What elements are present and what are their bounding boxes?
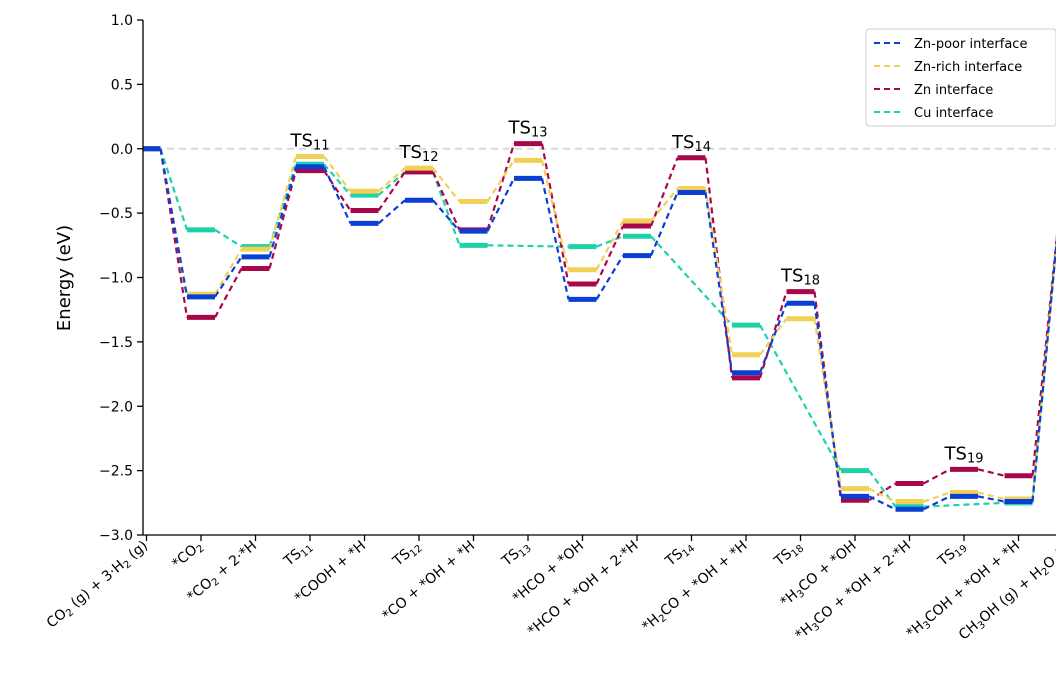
- connector-cu-interface: [596, 235, 624, 248]
- connector-zn-poor-interface: [214, 256, 243, 298]
- connector-cu-interface: [377, 171, 406, 196]
- connector-cu-interface: [650, 235, 733, 326]
- connector-zn-poor-interface: [868, 495, 896, 511]
- series-zn-rich-interface: [143, 146, 1056, 505]
- y-tick-label: −3.0: [99, 528, 133, 544]
- ts-annotation: TS19: [944, 443, 984, 466]
- connector-zn-interface: [922, 468, 951, 485]
- connector-cu-interface: [159, 148, 189, 231]
- legend-entry: Zn-poor interface: [914, 37, 1027, 52]
- connector-zn-poor-interface: [595, 255, 624, 300]
- connector-zn-interface: [323, 170, 352, 212]
- connector-zn-interface: [977, 468, 1005, 477]
- y-axis-label: Energy (eV): [54, 225, 75, 331]
- series-layer: [143, 141, 1056, 512]
- connector-zn-poor-interface: [923, 495, 951, 511]
- connector-zn-rich-interface: [323, 155, 352, 192]
- connector-zn-interface: [649, 157, 679, 227]
- connector-zn-rich-interface: [486, 159, 515, 203]
- connector-zn-poor-interface: [540, 178, 570, 300]
- connector-zn-rich-interface: [923, 491, 951, 503]
- x-tick-label: CO2 (g) + 3·H2 (g): [44, 538, 152, 633]
- ts-label-layer: TS11 TS12 TS13 TS14 TS18 TS19: [290, 118, 984, 467]
- connector-zn-poor-interface: [432, 199, 461, 232]
- connector-cu-interface: [923, 501, 1005, 508]
- x-tick-label: TS14: [662, 538, 697, 571]
- connector-zn-poor-interface: [159, 148, 189, 298]
- ts-annotation: TS11: [290, 130, 330, 153]
- connector-zn-poor-interface: [813, 303, 843, 497]
- series-zn-interface: [143, 141, 1056, 503]
- ts-annotation: TS18: [780, 266, 820, 289]
- connector-zn-poor-interface: [377, 199, 406, 225]
- connector-zn-rich-interface: [977, 491, 1005, 501]
- x-tick-label: TS11: [280, 538, 315, 571]
- connector-zn-interface: [431, 171, 461, 231]
- connector-zn-interface: [595, 225, 625, 285]
- legend-entry: Zn interface: [914, 83, 993, 98]
- legend-entry: Zn-rich interface: [914, 60, 1022, 75]
- connector-zn-rich-interface: [813, 318, 843, 489]
- y-tick-label: −0.5: [99, 206, 133, 222]
- connector-zn-poor-interface: [1031, 236, 1056, 502]
- legend-entry: Cu interface: [914, 106, 993, 121]
- y-tick-label: 0.0: [111, 142, 133, 158]
- y-tick-label: 0.5: [111, 77, 133, 93]
- connector-cu-interface: [868, 469, 897, 508]
- connector-zn-rich-interface: [704, 188, 734, 355]
- connector-zn-rich-interface: [650, 187, 679, 222]
- ts-annotation: TS12: [399, 142, 439, 165]
- x-tick-label: *CO + *OH + *H: [380, 538, 478, 624]
- x-tick-label: TS19: [934, 538, 969, 571]
- x-tick-label: *CO2: [169, 538, 206, 573]
- x-tick-label: TS18: [771, 538, 806, 571]
- series-zn-poor-interface: [143, 146, 1056, 512]
- connector-zn-interface: [268, 170, 298, 269]
- y-tick-label: 1.0: [111, 13, 133, 29]
- y-tick-label: −1.0: [99, 271, 133, 287]
- connector-zn-rich-interface: [377, 167, 406, 193]
- legend-box: [865, 28, 1056, 127]
- connector-cu-interface: [323, 163, 352, 196]
- connector-zn-poor-interface: [977, 495, 1005, 503]
- connector-cu-interface: [214, 228, 243, 248]
- connector-zn-rich-interface: [868, 487, 896, 503]
- connector-zn-poor-interface: [649, 192, 679, 257]
- legend: Zn-poor interface Zn-rich interface Zn int…: [865, 28, 1056, 127]
- y-tick-label: −2.5: [99, 464, 133, 480]
- connector-zn-interface: [486, 143, 516, 231]
- connector-zn-poor-interface: [268, 166, 298, 258]
- connector-cu-interface: [759, 324, 842, 472]
- connector-zn-rich-interface: [268, 156, 298, 250]
- connector-zn-rich-interface: [759, 318, 788, 356]
- connector-zn-interface: [159, 148, 189, 318]
- y-tick-label: −2.0: [99, 399, 133, 415]
- x-tick-label: TS13: [498, 538, 533, 571]
- connector-zn-poor-interface: [758, 302, 788, 374]
- connector-zn-poor-interface: [323, 166, 352, 224]
- x-tick-label: TS12: [389, 538, 424, 571]
- connector-zn-rich-interface: [432, 167, 461, 203]
- y-tick-label: −1.5: [99, 335, 133, 351]
- connector-zn-rich-interface: [540, 160, 570, 271]
- connector-cu-interface: [487, 244, 569, 248]
- connector-zn-poor-interface: [704, 192, 734, 373]
- ts-annotation: TS13: [508, 118, 548, 141]
- ts-annotation: TS14: [671, 132, 711, 155]
- connector-zn-rich-interface: [214, 248, 243, 295]
- connector-zn-interface: [1031, 234, 1056, 476]
- series-cu-interface: [143, 146, 1056, 510]
- connector-zn-interface: [377, 171, 406, 212]
